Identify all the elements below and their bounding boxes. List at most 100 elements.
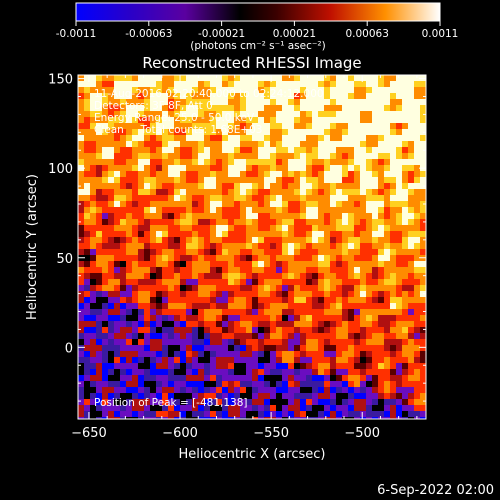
heatmap-cell xyxy=(252,201,259,208)
heatmap-cell xyxy=(372,417,379,419)
heatmap-cell xyxy=(162,225,169,232)
heatmap-cell xyxy=(174,297,181,304)
heatmap-cell xyxy=(348,195,355,202)
heatmap-cell xyxy=(348,81,355,88)
heatmap-cell xyxy=(210,105,217,112)
heatmap-cell xyxy=(162,261,169,268)
heatmap-cell xyxy=(204,267,211,274)
heatmap-cell xyxy=(294,243,301,250)
heatmap-cell xyxy=(228,237,235,244)
heatmap-cell xyxy=(408,363,415,370)
heatmap-cell xyxy=(282,381,289,388)
heatmap-cell xyxy=(174,357,181,364)
heatmap-cell xyxy=(252,165,259,172)
heatmap-cell xyxy=(180,261,187,268)
heatmap-cell xyxy=(396,201,403,208)
heatmap-cell xyxy=(288,117,295,124)
heatmap-cell xyxy=(258,171,265,178)
heatmap-cell xyxy=(216,255,223,262)
heatmap-cell xyxy=(294,285,301,292)
heatmap-cell xyxy=(390,249,397,256)
heatmap-cell xyxy=(318,309,325,316)
heatmap-cell xyxy=(378,327,385,334)
heatmap-cell xyxy=(360,297,367,304)
heatmap-cell xyxy=(390,123,397,130)
heatmap-cell xyxy=(330,141,337,148)
heatmap-cell xyxy=(240,225,247,232)
heatmap-cell xyxy=(228,105,235,112)
heatmap-cell xyxy=(270,189,277,196)
heatmap-cell xyxy=(78,159,85,166)
heatmap-cell xyxy=(126,321,133,328)
heatmap-cell xyxy=(210,219,217,226)
heatmap-cell xyxy=(348,345,355,352)
heatmap-cell xyxy=(246,375,253,382)
heatmap-cell xyxy=(192,219,199,226)
heatmap-cell xyxy=(318,255,325,262)
heatmap-cell xyxy=(306,351,313,358)
heatmap-cell xyxy=(234,159,241,166)
heatmap-cell xyxy=(198,279,205,286)
heatmap-cell xyxy=(390,141,397,148)
heatmap-cell xyxy=(378,345,385,352)
heatmap-cell xyxy=(210,243,217,250)
heatmap-cell xyxy=(300,189,307,196)
heatmap-cell xyxy=(270,153,277,160)
heatmap-cell xyxy=(222,387,229,394)
heatmap-cell xyxy=(378,351,385,358)
heatmap-cell xyxy=(144,123,151,130)
heatmap-cell xyxy=(372,255,379,262)
heatmap-cell xyxy=(414,171,421,178)
heatmap-cell xyxy=(384,333,391,340)
heatmap-cell xyxy=(312,159,319,166)
heatmap-cell xyxy=(372,225,379,232)
heatmap-cell xyxy=(348,243,355,250)
heatmap-cell xyxy=(78,309,85,316)
heatmap-cell xyxy=(96,75,103,82)
heatmap-cell xyxy=(336,375,343,382)
heatmap-cell xyxy=(150,153,157,160)
heatmap-cell xyxy=(120,165,127,172)
heatmap-cell xyxy=(108,213,115,220)
heatmap-cell xyxy=(246,273,253,280)
heatmap-cell xyxy=(312,207,319,214)
heatmap-cell xyxy=(306,171,313,178)
heatmap-cell xyxy=(360,321,367,328)
heatmap-cell xyxy=(228,153,235,160)
heatmap-cell xyxy=(420,417,426,419)
heatmap-cell xyxy=(174,99,181,106)
heatmap-cell xyxy=(288,357,295,364)
heatmap-cell xyxy=(144,375,151,382)
heatmap-cell xyxy=(354,321,361,328)
heatmap-cell xyxy=(114,189,121,196)
heatmap-cell xyxy=(204,387,211,394)
heatmap-cell xyxy=(138,129,145,136)
heatmap-cell xyxy=(240,381,247,388)
heatmap-cell xyxy=(360,315,367,322)
heatmap-cell xyxy=(84,231,91,238)
heatmap-cell xyxy=(330,195,337,202)
heatmap-cell xyxy=(174,225,181,232)
heatmap-cell xyxy=(168,87,175,94)
heatmap-cell xyxy=(354,99,361,106)
heatmap-cell xyxy=(228,111,235,118)
heatmap-cell xyxy=(414,399,421,406)
heatmap-cell xyxy=(120,399,127,406)
heatmap-cell xyxy=(240,339,247,346)
heatmap-cell xyxy=(114,129,121,136)
heatmap-cell xyxy=(186,141,193,148)
heatmap-cell xyxy=(270,81,277,88)
heatmap-cell xyxy=(360,75,367,82)
heatmap-cell xyxy=(204,159,211,166)
heatmap-cell xyxy=(378,255,385,262)
heatmap-cell xyxy=(294,267,301,274)
heatmap-cell xyxy=(246,279,253,286)
heatmap-cell xyxy=(396,411,403,418)
heatmap-cell xyxy=(162,381,169,388)
heatmap-cell xyxy=(240,165,247,172)
heatmap-cell xyxy=(384,99,391,106)
heatmap-cell xyxy=(168,285,175,292)
heatmap-cell xyxy=(360,309,367,316)
heatmap-cell xyxy=(150,117,157,124)
heatmap-cell xyxy=(366,267,373,274)
